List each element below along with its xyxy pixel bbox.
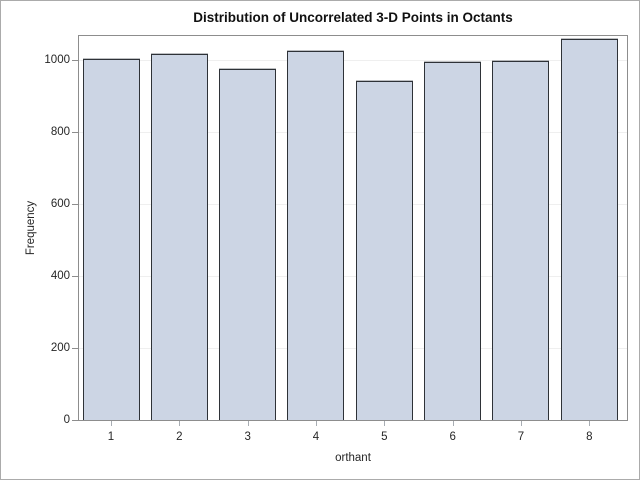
gridline-800 [79,132,627,133]
y-tick-400 [72,276,78,277]
x-tick-label-2: 2 [176,431,183,443]
x-tick-label-5: 5 [381,431,388,443]
y-tick-800 [72,132,78,133]
bar-octant-4 [287,51,345,420]
bar-octant-7 [492,61,550,420]
bar-octant-3 [219,68,277,420]
gridline-400 [79,276,627,277]
x-tick-6 [452,421,454,426]
x-tick-8 [589,421,591,426]
y-tick-600 [72,204,78,205]
y-axis-title: Frequency [25,200,37,256]
x-tick-label-3: 3 [244,431,251,443]
y-tick-label-200: 200 [50,341,70,354]
x-tick-label-1: 1 [107,431,115,443]
y-tick-0 [72,420,78,421]
x-tick-7 [520,421,522,426]
bar-octant-6 [424,61,482,420]
gridline-200 [79,348,627,349]
x-tick-4 [315,421,317,426]
gridline-1000 [79,60,627,61]
bar-octant-8 [560,39,618,420]
x-tick-1 [111,421,112,426]
y-tick-label-800: 800 [50,125,70,138]
bar-octant-1 [82,59,140,420]
x-tick-label-4: 4 [312,431,320,443]
x-tick-2 [179,421,181,426]
y-tick-label-600: 600 [50,197,70,210]
gridline-600 [79,204,627,205]
x-tick-label-7: 7 [517,431,525,443]
plot-area [78,35,628,421]
y-tick-label-0: 0 [63,413,70,426]
x-tick-label-8: 8 [586,431,593,443]
bar-octant-2 [150,53,208,420]
x-tick-5 [384,421,386,426]
x-tick-label-6: 6 [449,431,456,443]
y-tick-200 [72,348,78,349]
y-tick-label-400: 400 [50,269,70,282]
bar-octant-5 [355,81,413,420]
chart-title: Distribution of Uncorrelated 3-D Points … [193,10,513,25]
y-tick-1000 [72,60,78,61]
y-tick-label-1000: 1000 [44,53,70,66]
x-axis-title: orthant [335,452,371,464]
x-tick-3 [247,421,249,426]
